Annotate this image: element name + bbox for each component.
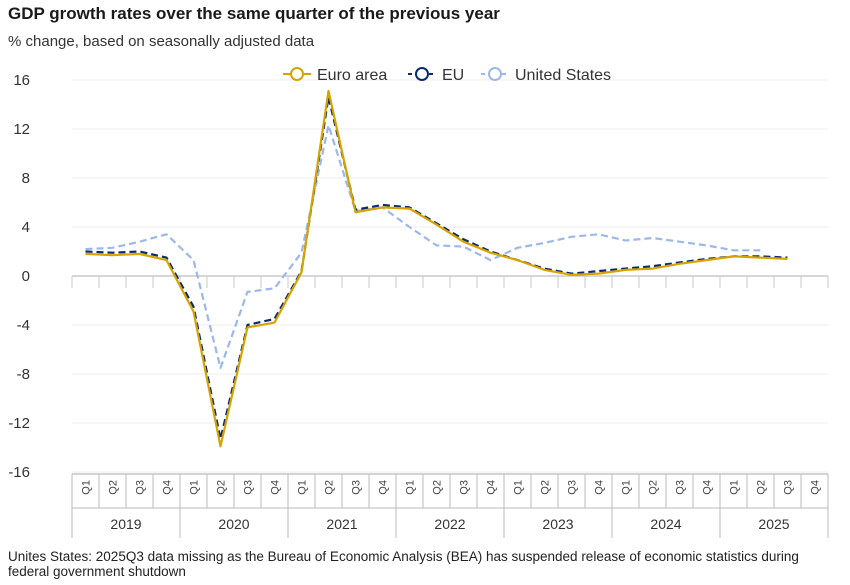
x-quarter-label: Q3: [675, 480, 687, 495]
series-line-eu: [85, 96, 788, 440]
chart-subtitle: % change, based on seasonally adjusted d…: [8, 33, 315, 50]
x-quarter-label: Q3: [567, 480, 579, 495]
y-tick-label: 16: [13, 72, 30, 89]
x-quarter-label: Q2: [108, 480, 120, 495]
x-year-label: 2025: [758, 516, 789, 532]
y-tick-label: -4: [17, 317, 30, 334]
x-quarter-label: Q1: [189, 480, 201, 495]
legend-label[interactable]: United States: [515, 67, 611, 84]
y-tick-label: 8: [22, 170, 30, 187]
x-quarter-label: Q2: [324, 480, 336, 495]
x-quarter-label: Q2: [756, 480, 768, 495]
x-quarter-label: Q3: [351, 480, 363, 495]
legend-label[interactable]: EU: [442, 67, 464, 84]
series-line-euro-area: [85, 89, 788, 448]
x-quarter-label: Q1: [513, 480, 525, 495]
chart-title: GDP growth rates over the same quarter o…: [8, 4, 500, 23]
y-tick-label: -12: [8, 415, 30, 432]
x-quarter-label: Q1: [621, 480, 633, 495]
legend-swatch-marker[interactable]: [290, 67, 304, 81]
series-line-united-states: [85, 124, 761, 369]
x-year-label: 2019: [110, 516, 141, 532]
x-year-label: 2021: [326, 516, 357, 532]
y-tick-label: 0: [22, 268, 30, 285]
footnote: Unites States: 2025Q3 data missing as th…: [8, 549, 799, 579]
x-year-label: 2024: [650, 516, 681, 532]
legend-label[interactable]: Euro area: [317, 67, 387, 84]
x-quarter-label: Q1: [729, 480, 741, 495]
x-quarter-label: Q2: [648, 480, 660, 495]
x-quarter-label: Q4: [162, 480, 174, 495]
x-quarter-label: Q3: [135, 480, 147, 495]
x-quarter-label: Q1: [81, 480, 93, 495]
x-year-label: 2022: [434, 516, 465, 532]
y-tick-label: -8: [17, 366, 30, 383]
x-quarter-label: Q4: [378, 480, 390, 495]
x-quarter-label: Q4: [486, 480, 498, 495]
gdp-line-chart: -16 -12 -8 -4 0 4 8 12 16 Q1 Q2 Q3 Q4 Q1 Q2 Q3 Q4 Q1 Q2 Q3 Q…: [8, 67, 829, 538]
x-quarter-label: Q4: [702, 480, 714, 495]
x-year-label: 2020: [218, 516, 249, 532]
x-quarter-label: Q2: [432, 480, 444, 495]
legend-swatch-marker[interactable]: [488, 67, 502, 81]
x-year-label: 2023: [542, 516, 573, 532]
y-tick-label: -16: [8, 464, 30, 481]
x-quarter-label: Q1: [405, 480, 417, 495]
x-quarter-label: Q3: [783, 480, 795, 495]
x-quarter-label: Q2: [216, 480, 228, 495]
y-tick-label: 4: [22, 219, 30, 236]
x-quarter-label: Q1: [297, 480, 309, 495]
x-quarter-label: Q3: [243, 480, 255, 495]
legend-swatch-marker[interactable]: [415, 67, 429, 81]
x-quarter-label: Q2: [540, 480, 552, 495]
x-quarter-label: Q3: [459, 480, 471, 495]
x-quarter-label: Q4: [810, 480, 822, 495]
y-tick-label: 12: [13, 121, 30, 138]
x-quarter-label: Q4: [594, 480, 606, 495]
x-quarter-label: Q4: [270, 480, 282, 495]
